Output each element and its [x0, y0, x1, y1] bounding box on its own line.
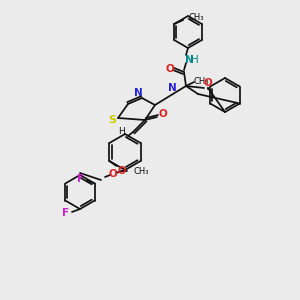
Text: O: O	[109, 169, 117, 179]
Text: S: S	[108, 115, 116, 125]
Text: O: O	[166, 64, 174, 74]
Text: F: F	[77, 173, 84, 184]
Text: O: O	[204, 78, 212, 88]
Text: N: N	[168, 83, 176, 93]
Text: O: O	[117, 166, 126, 176]
Text: CH₃: CH₃	[194, 76, 209, 85]
Text: F: F	[62, 208, 70, 218]
Text: CH₃: CH₃	[188, 14, 204, 22]
Text: H: H	[191, 55, 199, 65]
Text: CH₃: CH₃	[134, 167, 149, 176]
Text: H: H	[118, 127, 125, 136]
Text: N: N	[134, 88, 142, 98]
Text: O: O	[159, 109, 167, 119]
Text: N: N	[184, 55, 194, 65]
